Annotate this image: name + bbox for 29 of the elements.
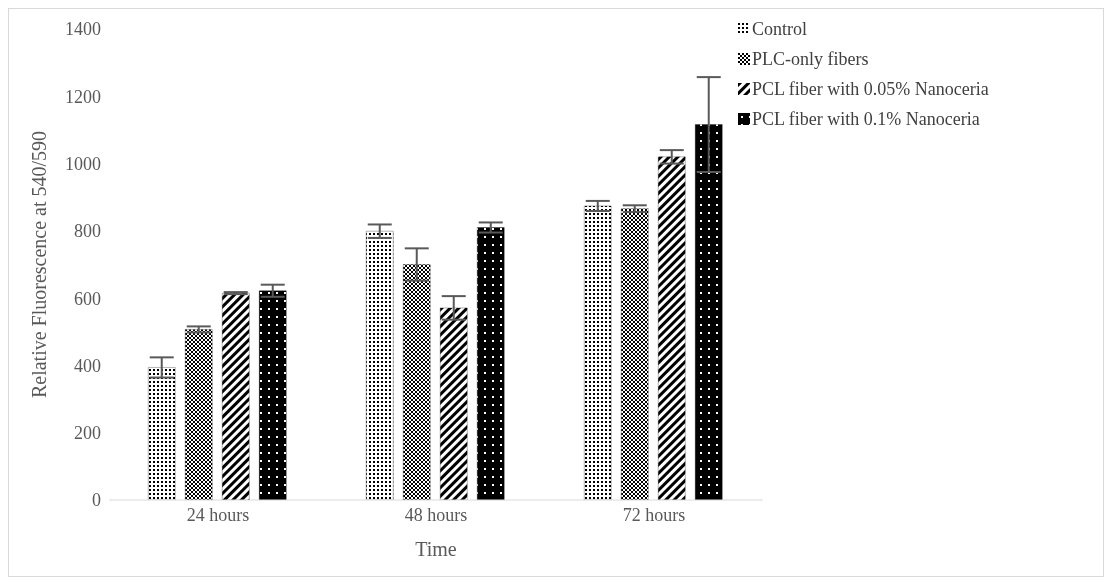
bar	[658, 156, 686, 500]
legend-label: PCL fiber with 0.1% Nanoceria	[752, 108, 980, 130]
x-tick-label: 24 hours	[186, 504, 250, 525]
x-tick-label: 72 hours	[622, 504, 686, 525]
y-tick-label: 200	[74, 423, 101, 444]
x-axis-title: Time	[415, 538, 457, 560]
bar	[148, 367, 176, 500]
bar	[477, 227, 505, 500]
bar	[403, 264, 431, 500]
y-tick-label: 400	[74, 355, 101, 376]
bar	[222, 292, 250, 500]
y-tick-label: 1000	[65, 153, 101, 174]
bar	[259, 290, 287, 500]
y-tick-label: 0	[92, 490, 101, 511]
y-tick-label: 800	[74, 221, 101, 242]
bar	[366, 231, 394, 500]
y-axis-title: Relative Fluorescence at 540/590	[28, 130, 51, 399]
y-tick-label: 1200	[65, 86, 101, 107]
legend-label: PCL fiber with 0.05% Nanoceria	[752, 78, 989, 100]
legend-label: Control	[752, 18, 808, 40]
legend-label: PLC-only fibers	[752, 48, 869, 70]
bar	[695, 124, 723, 500]
bar	[584, 205, 612, 500]
bar	[621, 208, 649, 500]
bar	[440, 307, 468, 500]
y-tick-label: 600	[74, 288, 101, 309]
x-tick-label: 48 hours	[404, 504, 468, 525]
bar	[185, 329, 213, 500]
y-tick-label: 1400	[65, 19, 101, 40]
